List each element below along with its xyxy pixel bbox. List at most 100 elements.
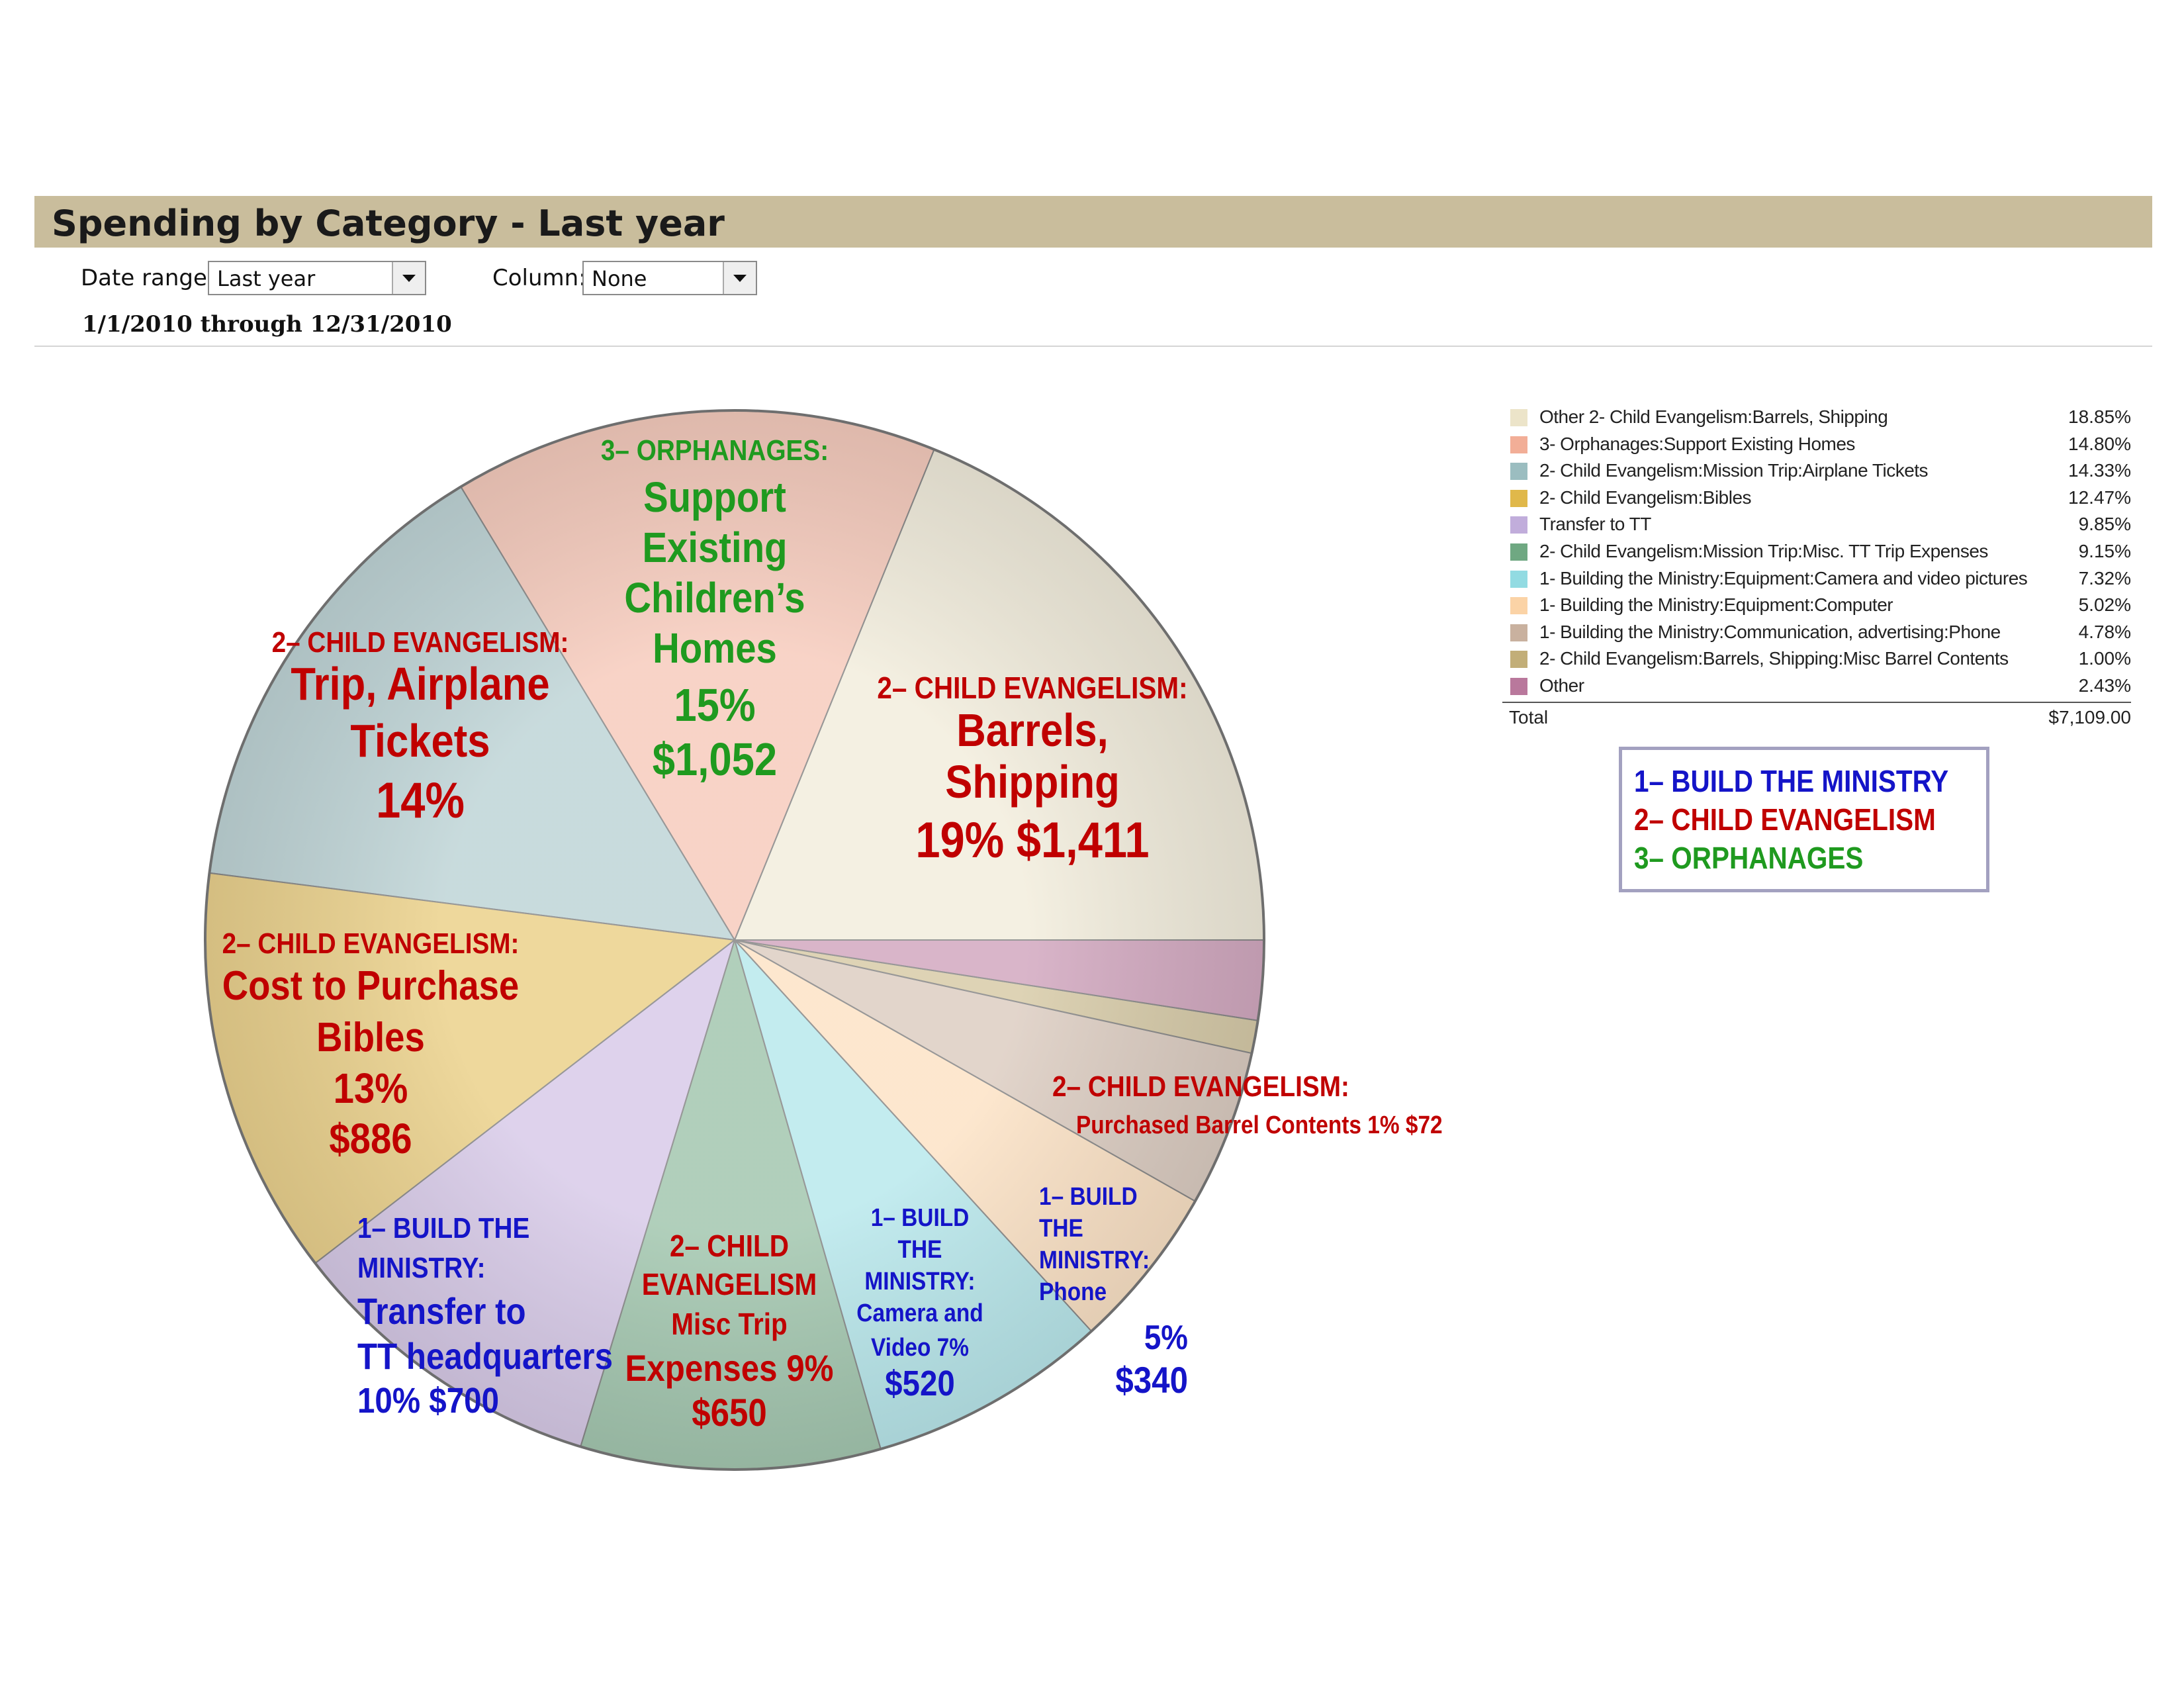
date-span: 1/1/2010 through 12/31/2010 xyxy=(82,311,452,338)
slice-label: 2– CHILD EVANGELISM: xyxy=(877,672,1187,706)
chevron-down-icon[interactable] xyxy=(723,262,756,294)
slice-label: 2– CHILD EVANGELISM: xyxy=(272,626,569,659)
legend-label: 1- Building the Ministry:Equipment:Camer… xyxy=(1539,567,2028,588)
legend-swatch xyxy=(1510,516,1527,534)
slice-label: Camera and xyxy=(856,1299,983,1327)
slice-label: 10% $700 xyxy=(357,1380,499,1421)
legend-item: 1- Building the Ministry:Communication, … xyxy=(1502,620,2131,647)
legend-item: 1- Building the Ministry:Equipment:Camer… xyxy=(1502,567,2131,593)
legend-percent: 2.43% xyxy=(2078,675,2131,696)
report-title-bar: Spending by Category - Last year xyxy=(34,196,2152,248)
legend-swatch xyxy=(1510,570,1527,588)
slice-label: MINISTRY: xyxy=(357,1251,486,1284)
column-value: None xyxy=(592,266,647,291)
legend-percent: 7.32% xyxy=(2078,567,2131,588)
slice-label: 15% xyxy=(674,679,755,731)
legend-swatch xyxy=(1510,543,1527,561)
slice-label: Tickets xyxy=(350,714,490,767)
slice-label: MINISTRY: xyxy=(1039,1246,1150,1274)
slice-label: Misc Trip xyxy=(671,1308,787,1342)
key-orphanages: 3– ORPHANAGES xyxy=(1634,841,1864,875)
legend-total: Total $7,109.00 xyxy=(1502,702,2131,729)
legend-swatch xyxy=(1510,624,1527,641)
legend-swatch xyxy=(1510,436,1527,453)
slice-label: 2– CHILD EVANGELISM: xyxy=(222,927,520,960)
legend-swatch xyxy=(1510,489,1527,507)
slice-label: $1,052 xyxy=(653,733,777,785)
legend-label: 1- Building the Ministry:Communication, … xyxy=(1539,621,2001,642)
legend-item: 2- Child Evangelism:Mission Trip:Airplan… xyxy=(1502,459,2131,485)
column-label: Column: xyxy=(492,265,586,291)
slice-label: $886 xyxy=(329,1115,412,1162)
slice-label: 1– BUILD THE xyxy=(357,1211,529,1244)
slice-label: THE xyxy=(898,1235,942,1263)
slice-label: Phone xyxy=(1039,1278,1107,1305)
slice-label: $520 xyxy=(885,1363,955,1403)
legend-label: 3- Orphanages:Support Existing Homes xyxy=(1539,433,1855,454)
slice-label: 13% xyxy=(334,1064,408,1112)
legend-percent: 18.85% xyxy=(2068,406,2131,427)
legend-swatch xyxy=(1510,678,1527,695)
date-range-label: Date range: xyxy=(81,265,215,291)
legend-item: Transfer to TT 9.85% xyxy=(1502,512,2131,539)
legend-label: 2- Child Evangelism:Barrels, Shipping:Mi… xyxy=(1539,648,2009,669)
legend-swatch xyxy=(1510,651,1527,669)
slice-label: $650 xyxy=(692,1391,767,1434)
legend-item: 2- Child Evangelism:Mission Trip:Misc. T… xyxy=(1502,539,2131,566)
legend-item: Other 2- Child Evangelism:Barrels, Shipp… xyxy=(1502,405,2131,432)
slice-label: Homes xyxy=(653,624,777,672)
slice-label: 1– BUILD xyxy=(1039,1182,1138,1210)
slice-label: 3– ORPHANAGES: xyxy=(601,434,829,467)
legend-label: Other 2- Child Evangelism:Barrels, Shipp… xyxy=(1539,406,1888,427)
legend-item: 1- Building the Ministry:Equipment:Compu… xyxy=(1502,593,2131,620)
slice-label: Trip, Airplane xyxy=(291,657,549,710)
legend-item: 3- Orphanages:Support Existing Homes 14.8… xyxy=(1502,432,2131,459)
legend-total-label: Total xyxy=(1509,707,1549,727)
legend-item: Other 2.43% xyxy=(1502,674,2131,700)
slice-label: 1– BUILD xyxy=(871,1203,970,1231)
legend-label: Transfer to TT xyxy=(1539,514,1651,535)
slice-label: Transfer to xyxy=(357,1291,526,1333)
slice-label: TT headquarters xyxy=(357,1336,613,1378)
legend-label: Other xyxy=(1539,675,1584,696)
slice-label: Children’s xyxy=(624,574,805,622)
category-key: 1– BUILD THE MINISTRY 2– CHILD EVANGELIS… xyxy=(1619,747,1989,892)
legend-percent: 9.15% xyxy=(2078,541,2131,561)
slice-label: Expenses 9% xyxy=(625,1348,834,1389)
legend-percent: 14.80% xyxy=(2068,433,2131,454)
slice-label: Existing xyxy=(642,524,787,571)
legend-swatch xyxy=(1510,597,1527,615)
slice-label: Support xyxy=(643,473,786,521)
pie-outline xyxy=(204,409,1265,1471)
legend-label: 1- Building the Ministry:Equipment:Compu… xyxy=(1539,594,1893,616)
slice-label: 14% xyxy=(376,773,465,829)
slice-label: Bibles xyxy=(316,1015,425,1060)
key-build-ministry: 1– BUILD THE MINISTRY xyxy=(1634,764,1949,798)
slice-label: EVANGELISM xyxy=(642,1268,817,1302)
slice-label: Shipping xyxy=(945,755,1119,808)
slice-label: 2– CHILD EVANGELISM: xyxy=(1052,1070,1349,1103)
date-range-value: Last year xyxy=(217,266,316,291)
legend-percent: 1.00% xyxy=(2078,648,2131,669)
slice-label: 19% $1,411 xyxy=(915,812,1149,868)
legend-label: 2- Child Evangelism:Mission Trip:Misc. T… xyxy=(1539,541,1988,561)
slice-label: Video 7% xyxy=(871,1333,969,1361)
legend-swatch xyxy=(1510,463,1527,481)
slice-label: THE xyxy=(1039,1214,1083,1242)
date-range-select[interactable]: Last year xyxy=(208,261,426,295)
legend-swatch xyxy=(1510,409,1527,426)
legend-item: 2- Child Evangelism:Bibles 12.47% xyxy=(1502,486,2131,512)
column-select[interactable]: None xyxy=(582,261,757,295)
legend-total-value: $7,109.00 xyxy=(2048,707,2131,727)
legend-item: 2- Child Evangelism:Barrels, Shipping:Mi… xyxy=(1502,647,2131,673)
slice-label: Barrels, xyxy=(956,704,1108,756)
chevron-down-icon[interactable] xyxy=(392,262,425,294)
divider xyxy=(34,346,2152,347)
key-child-evangelism: 2– CHILD EVANGELISM xyxy=(1634,802,1936,837)
legend-percent: 14.33% xyxy=(2068,460,2131,481)
report-title: Spending by Category - Last year xyxy=(52,203,725,244)
legend-percent: 4.78% xyxy=(2078,621,2131,642)
legend-label: 2- Child Evangelism:Bibles xyxy=(1539,487,1752,508)
legend-percent: 12.47% xyxy=(2068,487,2131,508)
